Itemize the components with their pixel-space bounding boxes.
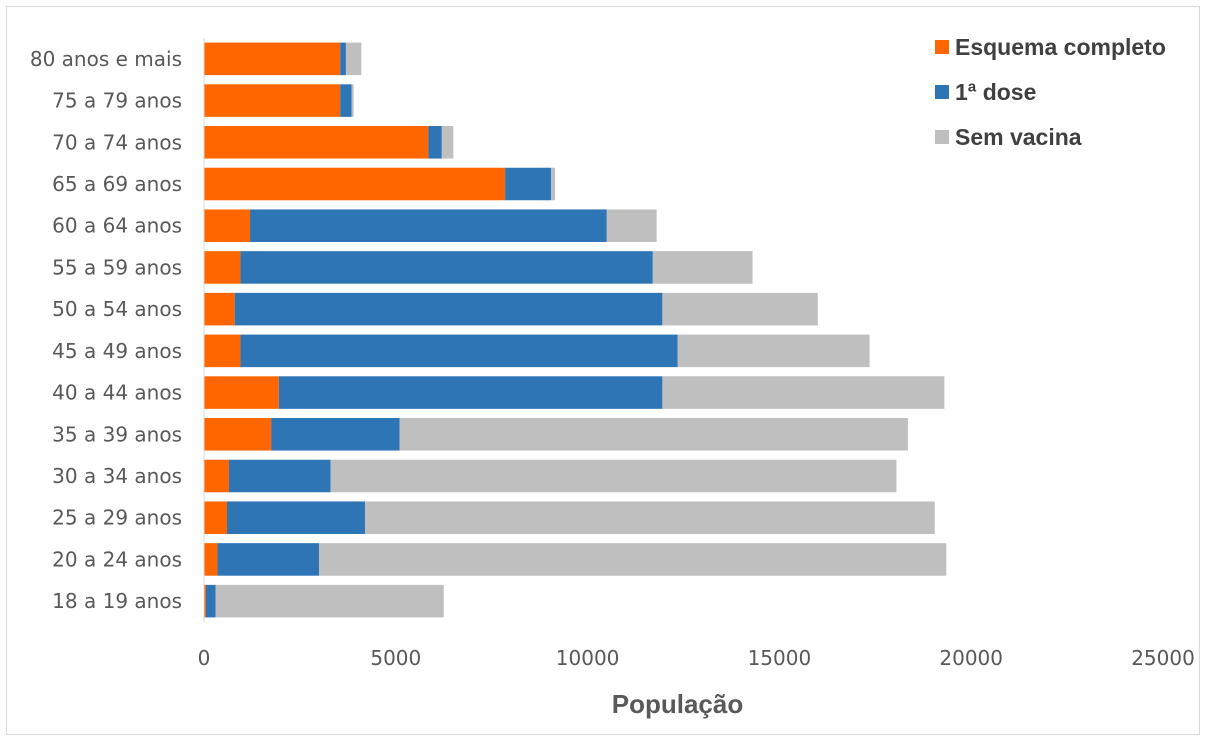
bar-sem-vacina-3 bbox=[551, 167, 555, 201]
legend-label: Sem vacina bbox=[955, 124, 1082, 150]
bar-1-dose-13 bbox=[205, 584, 216, 618]
legend-swatch bbox=[935, 130, 949, 144]
legend-swatch bbox=[935, 40, 949, 54]
bar-1-dose-1 bbox=[340, 84, 352, 117]
bar-esquema-completo-2 bbox=[204, 126, 429, 159]
x-tick-label: 0 bbox=[198, 646, 211, 670]
category-label: 55 a 59 anos bbox=[52, 255, 182, 279]
x-tick-label: 20000 bbox=[939, 646, 1003, 670]
bar-esquema-completo-12 bbox=[204, 543, 218, 576]
bar-sem-vacina-1 bbox=[351, 84, 354, 117]
x-tick-label: 15000 bbox=[748, 646, 812, 670]
x-tick-label: 10000 bbox=[556, 646, 620, 670]
bar-sem-vacina-4 bbox=[606, 209, 657, 242]
bar-1-dose-6 bbox=[234, 292, 663, 326]
bar-esquema-completo-11 bbox=[204, 501, 228, 534]
legend: Esquema completo 1ª dose Sem vacina bbox=[935, 34, 1166, 150]
bar-sem-vacina-0 bbox=[345, 42, 362, 76]
bar-1-dose-5 bbox=[240, 251, 653, 284]
category-label: 25 a 29 anos bbox=[52, 506, 182, 530]
bar-esquema-completo-3 bbox=[204, 167, 506, 201]
bar-sem-vacina-5 bbox=[652, 251, 753, 284]
bar-esquema-completo-7 bbox=[204, 334, 241, 368]
category-label: 50 a 54 anos bbox=[52, 297, 182, 321]
category-label: 65 a 69 anos bbox=[52, 172, 182, 196]
bar-esquema-completo-6 bbox=[204, 292, 235, 326]
bar-sem-vacina-12 bbox=[319, 543, 947, 576]
bar-1-dose-11 bbox=[227, 501, 366, 534]
category-label: 30 a 34 anos bbox=[52, 464, 182, 488]
legend-label: Esquema completo bbox=[955, 34, 1166, 60]
category-label: 20 a 24 anos bbox=[52, 547, 182, 571]
category-label: 35 a 39 anos bbox=[52, 422, 182, 446]
bar-esquema-completo-4 bbox=[204, 209, 251, 242]
bar-sem-vacina-13 bbox=[215, 584, 444, 618]
legend-label: 1ª dose bbox=[955, 79, 1036, 105]
x-axis-title: População bbox=[612, 689, 743, 719]
bar-esquema-completo-0 bbox=[204, 42, 341, 76]
category-label: 60 a 64 anos bbox=[52, 214, 182, 238]
bar-sem-vacina-2 bbox=[441, 126, 454, 159]
bar-sem-vacina-6 bbox=[662, 292, 818, 326]
bar-1-dose-2 bbox=[428, 126, 442, 159]
category-label: 45 a 49 anos bbox=[52, 339, 182, 363]
bar-1-dose-12 bbox=[217, 543, 320, 576]
bar-1-dose-9 bbox=[271, 418, 400, 451]
bar-1-dose-0 bbox=[340, 42, 346, 76]
legend-swatch bbox=[935, 85, 949, 99]
category-label: 75 a 79 anos bbox=[52, 89, 182, 113]
bar-1-dose-4 bbox=[250, 209, 607, 242]
category-label: 40 a 44 anos bbox=[52, 381, 182, 405]
bar-sem-vacina-8 bbox=[662, 376, 945, 409]
bar-sem-vacina-9 bbox=[399, 418, 908, 451]
bar-sem-vacina-10 bbox=[330, 459, 897, 493]
bar-1-dose-8 bbox=[278, 376, 663, 409]
bar-esquema-completo-9 bbox=[204, 418, 272, 451]
bar-sem-vacina-7 bbox=[677, 334, 870, 368]
bar-1-dose-7 bbox=[240, 334, 678, 368]
bar-1-dose-10 bbox=[228, 459, 331, 493]
bars-group bbox=[204, 42, 947, 618]
x-tick-labels: 0 5000 10000 15000 20000 25000 bbox=[198, 646, 1195, 670]
category-label: 18 a 19 anos bbox=[52, 589, 182, 613]
category-labels: 80 anos e mais 75 a 79 anos 70 a 74 anos 65… bbox=[30, 47, 182, 613]
x-tick-label: 25000 bbox=[1131, 646, 1195, 670]
category-label: 70 a 74 anos bbox=[52, 130, 182, 154]
bar-esquema-completo-13 bbox=[204, 584, 206, 618]
bar-esquema-completo-8 bbox=[204, 376, 279, 409]
bar-esquema-completo-10 bbox=[204, 459, 229, 493]
category-label: 80 anos e mais bbox=[30, 47, 182, 71]
bar-sem-vacina-11 bbox=[365, 501, 935, 534]
bar-1-dose-3 bbox=[505, 167, 552, 201]
x-tick-label: 5000 bbox=[370, 646, 421, 670]
bar-esquema-completo-1 bbox=[204, 84, 341, 117]
bar-esquema-completo-5 bbox=[204, 251, 241, 284]
